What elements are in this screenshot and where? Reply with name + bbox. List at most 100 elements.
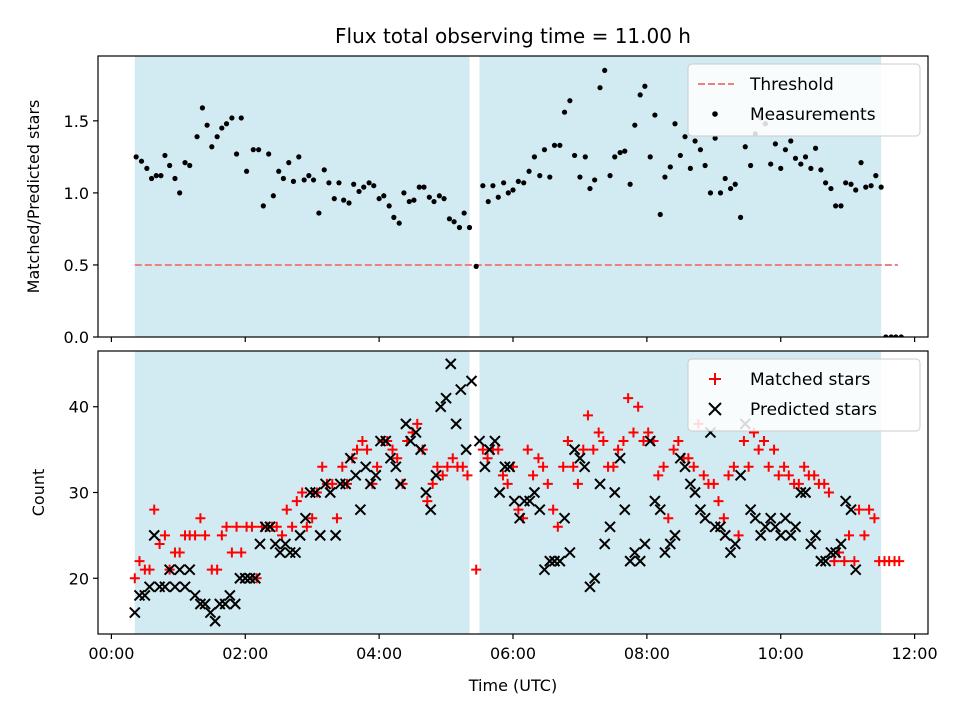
matched-star-point (297, 487, 308, 498)
measurement-point (642, 83, 648, 89)
matched-star-point (743, 461, 754, 472)
y-axis-label: Count (29, 469, 48, 517)
measurement-point (712, 135, 718, 141)
matched-star-point (663, 513, 674, 524)
predicted-star-point (829, 546, 842, 559)
predicted-star-point (764, 512, 777, 524)
measurement-point (582, 154, 588, 160)
measurement-point (270, 193, 276, 199)
measurement-point (863, 184, 869, 190)
matched-star-point (653, 470, 664, 481)
matched-star-point (568, 461, 579, 472)
predicted-star-point (719, 529, 731, 542)
measurement-point (182, 160, 188, 166)
measurement-point (637, 92, 643, 98)
measurement-point (204, 122, 210, 128)
measurement-point (587, 185, 593, 192)
measurement-point (547, 174, 553, 180)
predicted-star-point (264, 521, 276, 533)
matched-star-point (372, 461, 383, 472)
matched-star-point (427, 478, 438, 489)
matched-star-point (894, 556, 905, 567)
measurement-point (233, 151, 240, 157)
predicted-star-point (775, 529, 787, 542)
measurement-point (802, 154, 809, 160)
matched-star-point (849, 556, 860, 567)
measurement-point (682, 134, 688, 140)
predicted-star-point (239, 572, 251, 584)
matched-star-point (502, 478, 513, 489)
predicted-star-point (430, 469, 442, 482)
measurement-point (788, 138, 794, 144)
matched-star-point (200, 530, 211, 541)
predicted-star-point (224, 589, 236, 602)
matched-star-point (497, 470, 508, 481)
measurement-point (768, 161, 774, 167)
measurement-point (687, 165, 693, 171)
measurement-point (485, 198, 491, 205)
matched-star-point (608, 461, 619, 472)
x-tick-label: 12:00 (892, 644, 938, 663)
predicted-star-point (639, 538, 651, 550)
measurement-point (677, 152, 683, 159)
measurement-point (888, 334, 894, 337)
matched-star-point (216, 530, 227, 541)
predicted-star-point (564, 546, 576, 559)
predicted-star-point (634, 555, 646, 567)
predicted-star-point (669, 529, 681, 542)
predicted-star-point (380, 435, 392, 447)
predicted-star-point (204, 606, 217, 619)
measurement-point (551, 142, 558, 148)
predicted-star-point (749, 512, 762, 524)
predicted-star-point (139, 589, 151, 602)
measurement-point (692, 138, 698, 144)
matched-star-point (708, 478, 719, 489)
measurement-point (436, 193, 442, 199)
matched-star-point (783, 470, 794, 481)
legend-box (687, 358, 921, 432)
data-points (129, 358, 905, 627)
measurement-point (326, 180, 332, 186)
measurement-point (158, 173, 164, 179)
predicted-star-point (274, 546, 286, 559)
matched-star-point (869, 513, 880, 524)
matched-star-point (643, 427, 654, 438)
matched-star-point (854, 504, 865, 515)
matched-star-point (307, 513, 318, 524)
measurement-point (321, 167, 327, 173)
measurement-point (627, 181, 633, 187)
predicted-star-point (598, 538, 611, 550)
measurement-point (848, 181, 854, 187)
measurement-point (461, 210, 467, 216)
measurement-point (194, 134, 200, 140)
predicted-star-point (699, 512, 711, 524)
predicted-star-point (259, 521, 272, 533)
measurement-point (421, 184, 427, 190)
measurement-point (172, 175, 178, 182)
y-tick-label: 0.0 (64, 328, 89, 347)
predicted-star-point (588, 572, 601, 584)
matched-star-point (246, 521, 257, 532)
predicted-star-point (724, 546, 737, 559)
predicted-star-point (679, 461, 691, 473)
matched-star-point (447, 453, 458, 464)
matched-star-point (471, 564, 482, 575)
measurement-point (480, 183, 486, 189)
measurement-point (843, 180, 849, 186)
measurement-point (296, 154, 302, 160)
matched-star-point (633, 401, 644, 412)
predicted-star-point (524, 495, 536, 507)
matched-star-point (628, 427, 639, 438)
predicted-star-point (360, 461, 372, 473)
predicted-star-point (420, 486, 432, 499)
measurement-point (138, 158, 145, 164)
predicted-star-point (805, 538, 817, 550)
measurement-point (526, 168, 532, 174)
measurement-point (376, 196, 382, 202)
x-tick-label: 02:00 (222, 644, 268, 663)
measurement-point (818, 167, 824, 173)
measurement-point (260, 203, 266, 209)
predicted-star-point (649, 495, 661, 507)
predicted-star-point (289, 546, 302, 559)
predicted-star-point (314, 529, 326, 542)
